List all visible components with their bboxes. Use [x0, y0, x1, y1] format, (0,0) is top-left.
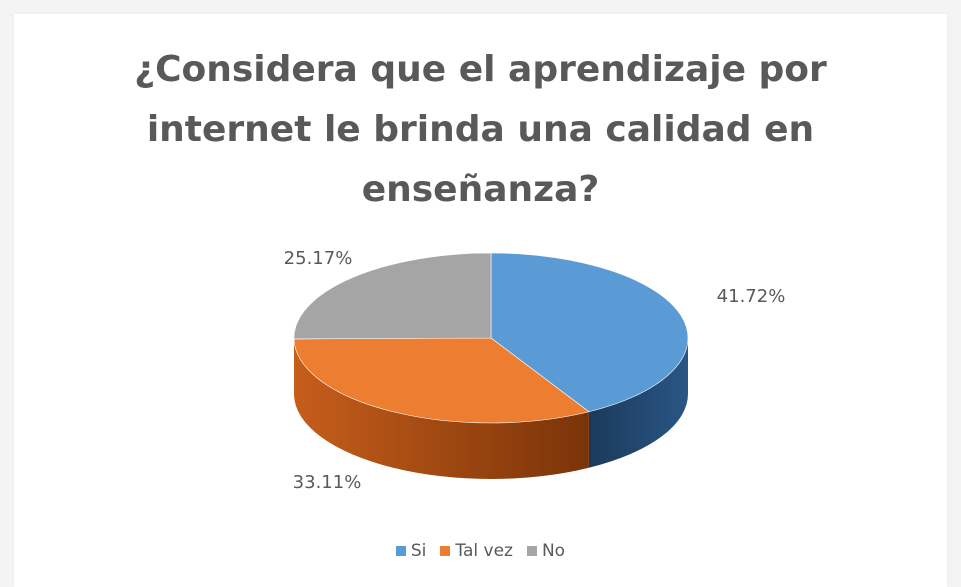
pie-side-tal-vez — [294, 338, 589, 479]
legend-item-tal-vez: Tal vez — [440, 541, 513, 561]
data-label-no: 25.17% — [284, 248, 353, 269]
legend-swatch-no — [526, 546, 537, 556]
legend-label-si: Si — [410, 541, 427, 561]
legend-item-no: No — [526, 541, 566, 561]
pie-slice-no — [293, 252, 492, 340]
legend-swatch-tal-vez — [440, 546, 451, 556]
pie-slice-tal-vez — [293, 337, 590, 424]
data-label-tal-vez: 33.11% — [293, 472, 362, 493]
legend-label-tal-vez: Tal vez — [455, 541, 513, 561]
chart-title-line-3: enseñanza? — [361, 169, 600, 210]
data-label-si: 41.72% — [717, 286, 786, 307]
pie-slice-si — [490, 252, 689, 413]
pie-side-si — [588, 338, 688, 468]
legend: Si Tal vez No — [0, 541, 961, 561]
legend-item-si: Si — [395, 541, 427, 561]
chart-title-line-2: internet le brinda una calidad en — [146, 109, 815, 150]
chart-title: ¿Considera que el aprendizaje por intern… — [0, 40, 961, 220]
legend-swatch-si — [395, 546, 406, 556]
legend-label-no: No — [541, 541, 566, 561]
chart-title-line-1: ¿Considera que el aprendizaje por — [134, 49, 827, 90]
